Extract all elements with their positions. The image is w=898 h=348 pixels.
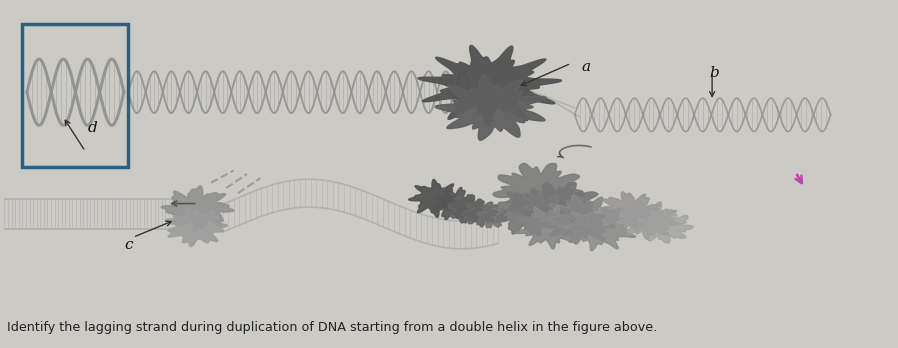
- Text: d: d: [88, 121, 98, 135]
- Polygon shape: [478, 205, 506, 228]
- Text: a: a: [582, 60, 591, 74]
- Polygon shape: [166, 208, 227, 246]
- Polygon shape: [595, 192, 660, 233]
- Text: b: b: [709, 65, 719, 80]
- Polygon shape: [436, 75, 546, 140]
- Polygon shape: [617, 201, 680, 239]
- Polygon shape: [520, 182, 603, 233]
- Polygon shape: [418, 45, 561, 127]
- Polygon shape: [162, 186, 233, 232]
- Polygon shape: [638, 209, 693, 243]
- Polygon shape: [432, 188, 475, 220]
- Bar: [22, 24, 128, 167]
- Text: c: c: [124, 238, 132, 252]
- Polygon shape: [493, 163, 585, 218]
- Polygon shape: [491, 188, 569, 236]
- Polygon shape: [462, 199, 498, 227]
- Polygon shape: [540, 195, 622, 244]
- Polygon shape: [409, 179, 462, 218]
- Polygon shape: [448, 195, 486, 223]
- Text: Identify the lagging strand during duplication of DNA starting from a double hel: Identify the lagging strand during dupli…: [7, 321, 657, 334]
- Polygon shape: [561, 205, 637, 251]
- Polygon shape: [515, 205, 585, 249]
